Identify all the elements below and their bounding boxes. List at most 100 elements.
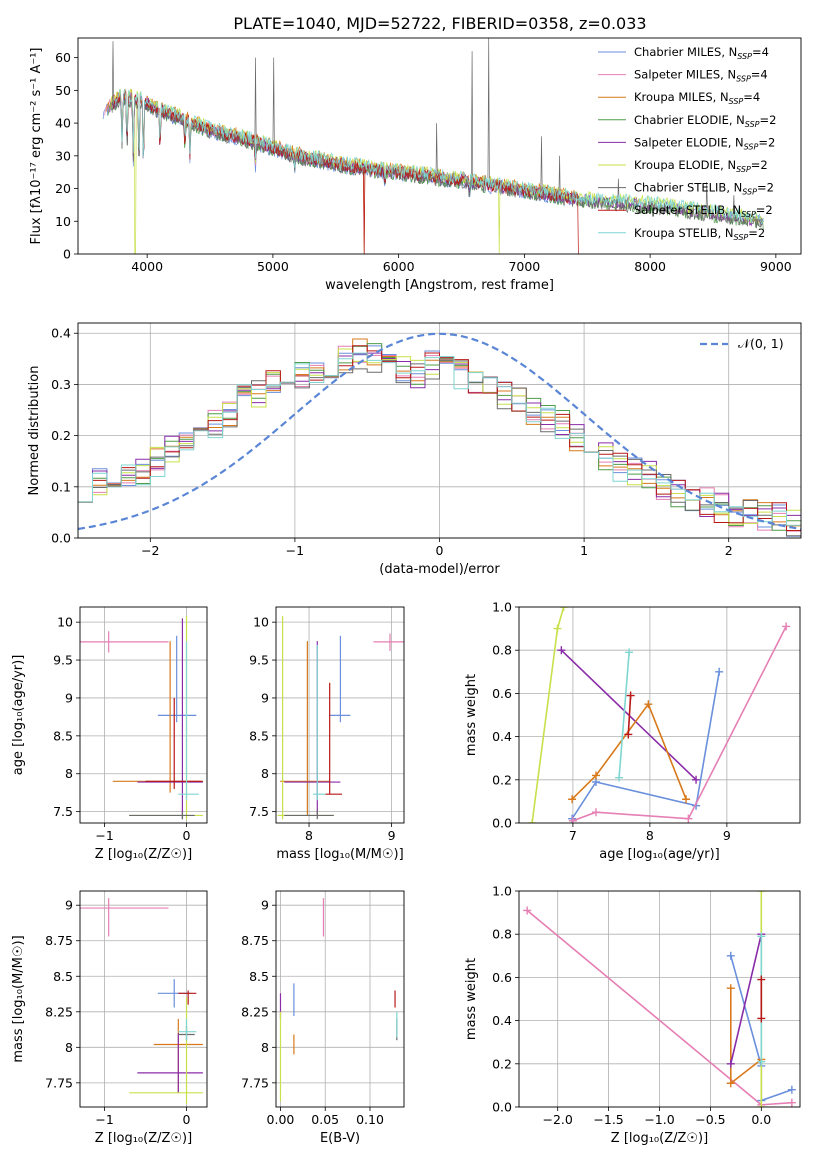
axes-frame xyxy=(77,37,802,255)
weight-marker-kroupa_elodie xyxy=(559,607,568,611)
x-tick-label: 4000 xyxy=(131,259,163,274)
hist-kroupa_stelib xyxy=(78,352,801,538)
y-tick-label: 0.2 xyxy=(492,772,512,787)
y-tick-label: 8.75 xyxy=(45,933,73,948)
y-tick-label: 0 xyxy=(63,247,71,262)
y-tick-label: 8 xyxy=(261,1040,269,1055)
weight-marker-salpeter_stelib xyxy=(624,730,633,739)
weight-marker-kroupa_stelib xyxy=(757,932,766,941)
y-tick-label: 0.0 xyxy=(51,531,71,546)
y-tick-label: 0.1 xyxy=(51,479,71,494)
y-axis-label: age [log₁₀(age/yr)] xyxy=(11,655,26,776)
y-axis-label: mass [log₁₀(M/M☉)] xyxy=(11,935,26,1062)
weight-marker-kroupa_miles xyxy=(591,771,600,780)
legend-label-kroupa_stelib: Kroupa STELIB, NSSP=2 xyxy=(634,226,765,242)
y-tick-label: 8.5 xyxy=(53,969,73,984)
panel-mass_vs_Z: −1 0 7.75 8 8.25 8.5 8.75 9 Z [log₁₀(Z/Z☉)] mass … xyxy=(11,890,208,1146)
axes-overlay: 8 9 7.5 8 8.5 9 9.5 10 mass [log₁₀(M/M☉)] xyxy=(249,606,405,862)
y-tick-label: 10 xyxy=(57,615,73,630)
x-tick-label: −2.0 xyxy=(543,1112,573,1127)
axes-overlay: −1 0 7.5 8 8.5 9 9.5 10 Z [log₁₀(Z/Z☉)] age [log₁… xyxy=(11,606,208,862)
weight-marker-salpeter_miles xyxy=(787,1098,796,1107)
x-axis-label: (data-model)/error xyxy=(379,562,500,577)
axes-overlay: 0.00 0.05 0.10 7.75 8 8.25 8.5 8.75 9 E(B-V) xyxy=(241,890,405,1146)
axes-overlay: −1 0 7.75 8 8.25 8.5 8.75 9 Z [log₁₀(Z/Z☉)] mass … xyxy=(11,890,208,1146)
axes-frame xyxy=(275,606,405,824)
x-tick-label: 9 xyxy=(388,828,396,843)
y-tick-label: 0.8 xyxy=(492,927,512,942)
x-tick-label: 2 xyxy=(725,543,733,558)
y-tick-label: 0.4 xyxy=(51,326,71,341)
y-tick-label: 0.8 xyxy=(492,643,512,658)
y-tick-label: 9 xyxy=(261,690,269,705)
axes-overlay: 7 8 9 0.0 0.2 0.4 0.6 0.8 1.0 age [log₁₀(age/yr)]… xyxy=(464,600,801,862)
y-tick-label: 0.6 xyxy=(492,686,512,701)
x-tick-label: −1 xyxy=(286,543,304,558)
panel-residuals: −2 −1 0 1 2 0.0 0.1 0.2 0.3 0.4 (data-model)/error… xyxy=(27,322,802,577)
x-tick-label: 8 xyxy=(646,828,654,843)
y-tick-label: 7.5 xyxy=(53,804,73,819)
x-axis-label: age [log₁₀(age/yr)] xyxy=(599,847,720,862)
x-tick-label: 8000 xyxy=(634,259,666,274)
weight-marker-salpeter_elodie xyxy=(726,1059,735,1068)
weight-line-salpeter_elodie xyxy=(730,934,763,1064)
plot-area xyxy=(528,607,791,823)
x-tick-label: −0.5 xyxy=(695,1112,725,1127)
x-tick-label: 7 xyxy=(569,828,577,843)
x-axis-label: wavelength [Angstrom, rest frame] xyxy=(325,278,554,293)
weight-line-kroupa_stelib xyxy=(618,652,630,778)
legend-label-normal: 𝒩(0, 1) xyxy=(738,336,784,351)
y-tick-label: 10 xyxy=(55,214,71,229)
y-tick-label: 8.75 xyxy=(241,933,269,948)
y-tick-label: 9.5 xyxy=(249,653,269,668)
plot-area xyxy=(80,898,203,1105)
axes-overlay: −2.0 −1.5 −1.0 −0.5 0.0 0.0 0.2 0.4 0.6 0.8 1.0 Z [… xyxy=(464,884,801,1146)
panel-weight_vs_age: 7 8 9 0.0 0.2 0.4 0.6 0.8 1.0 age [log₁₀(age/yr)]… xyxy=(464,600,801,862)
y-tick-label: 0.4 xyxy=(492,729,512,744)
plot-area xyxy=(279,898,398,1102)
weight-marker-chabrier_miles xyxy=(726,951,735,960)
x-tick-label: 5000 xyxy=(257,259,289,274)
legend-label-chabrier_stelib: Chabrier STELIB, NSSP=2 xyxy=(634,181,774,197)
weight-marker-kroupa_stelib xyxy=(625,648,634,657)
x-tick-label: 0 xyxy=(436,543,444,558)
weight-marker-salpeter_stelib xyxy=(757,1014,766,1023)
x-tick-label: 0 xyxy=(183,1112,191,1127)
y-tick-label: 10 xyxy=(253,615,269,630)
y-tick-label: 0.2 xyxy=(492,1056,512,1071)
normal-curve xyxy=(78,332,801,531)
x-tick-label: −2 xyxy=(141,543,159,558)
x-tick-label: 0.05 xyxy=(311,1112,339,1127)
y-tick-label: 1.0 xyxy=(492,884,512,899)
weight-marker-kroupa_miles xyxy=(682,795,691,804)
axes-frame xyxy=(79,606,208,824)
weight-line-salpeter_stelib xyxy=(627,695,632,735)
weight-line-chabrier_miles xyxy=(571,671,720,820)
y-tick-label: 0.6 xyxy=(492,970,512,985)
weight-marker-salpeter_stelib xyxy=(626,691,635,700)
axes-frame xyxy=(79,890,208,1108)
y-tick-label: 9 xyxy=(65,898,73,913)
legend-label-kroupa_miles: Kroupa MILES, NSSP=4 xyxy=(634,90,760,106)
y-tick-label: 0.4 xyxy=(492,1013,512,1028)
legend-label-salpeter_elodie: Salpeter ELODIE, NSSP=2 xyxy=(634,135,775,151)
panel-weight_vs_Z: −2.0 −1.5 −1.0 −0.5 0.0 0.0 0.2 0.4 0.6 0.8 1.0 Z [… xyxy=(464,884,801,1146)
y-tick-label: 7.75 xyxy=(45,1075,73,1090)
legend-label-chabrier_miles: Chabrier MILES, NSSP=4 xyxy=(634,45,769,61)
x-tick-label: −1.5 xyxy=(593,1112,623,1127)
weight-marker-kroupa_stelib xyxy=(757,1057,766,1066)
axes-frame xyxy=(275,890,405,1108)
weight-marker-chabrier_miles xyxy=(715,667,724,676)
axes-frame xyxy=(518,606,801,824)
y-tick-label: 20 xyxy=(55,181,71,196)
x-tick-label: 0 xyxy=(183,828,191,843)
y-tick-label: 8 xyxy=(65,766,73,781)
plot-area xyxy=(102,38,764,254)
weight-marker-salpeter_miles xyxy=(523,906,532,915)
weight-marker-kroupa_elodie xyxy=(553,624,562,633)
x-tick-label: 8 xyxy=(305,828,313,843)
y-tick-label: 8 xyxy=(261,766,269,781)
legend-label-salpeter_stelib: Salpeter STELIB, NSSP=2 xyxy=(634,203,773,219)
weight-marker-kroupa_miles xyxy=(644,700,653,709)
